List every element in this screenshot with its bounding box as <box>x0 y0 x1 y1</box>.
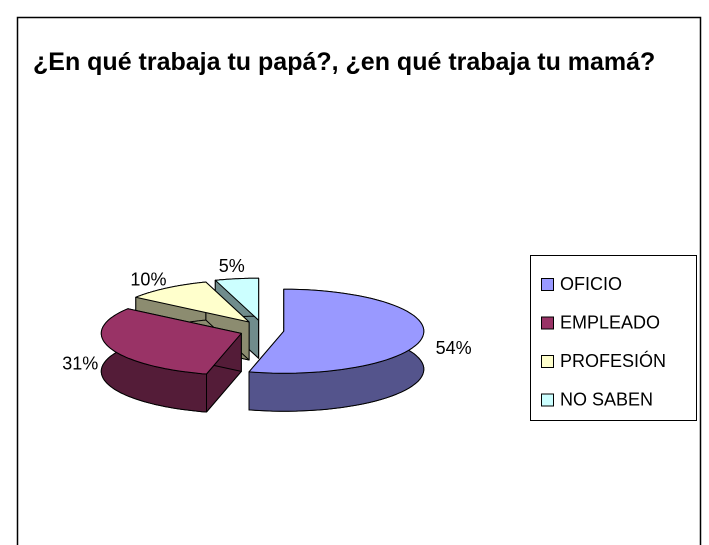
legend-label: EMPLEADO <box>560 312 660 332</box>
slice-top <box>135 281 250 323</box>
pie-slice <box>100 308 242 413</box>
pie-slice <box>248 288 425 412</box>
data-label: 5% <box>219 256 245 276</box>
legend-label: PROFESIÓN <box>560 350 666 371</box>
slice-top <box>214 277 260 321</box>
chart-frame <box>16 16 702 545</box>
data-label: 54% <box>436 338 472 358</box>
data-label: 10% <box>130 269 166 289</box>
legend-swatch <box>541 278 554 291</box>
slice-top <box>100 308 242 375</box>
legend-label: OFICIO <box>560 274 622 294</box>
legend-label: NO SABEN <box>560 389 653 409</box>
legend-swatch <box>541 316 554 330</box>
chart-title: ¿En qué trabaja tu papá?, ¿en qué trabaj… <box>33 48 656 76</box>
data-label: 31% <box>62 354 98 374</box>
slice-top <box>248 288 425 374</box>
legend-swatch <box>541 355 554 368</box>
legend-box <box>530 255 697 421</box>
legend-swatch <box>541 393 554 407</box>
